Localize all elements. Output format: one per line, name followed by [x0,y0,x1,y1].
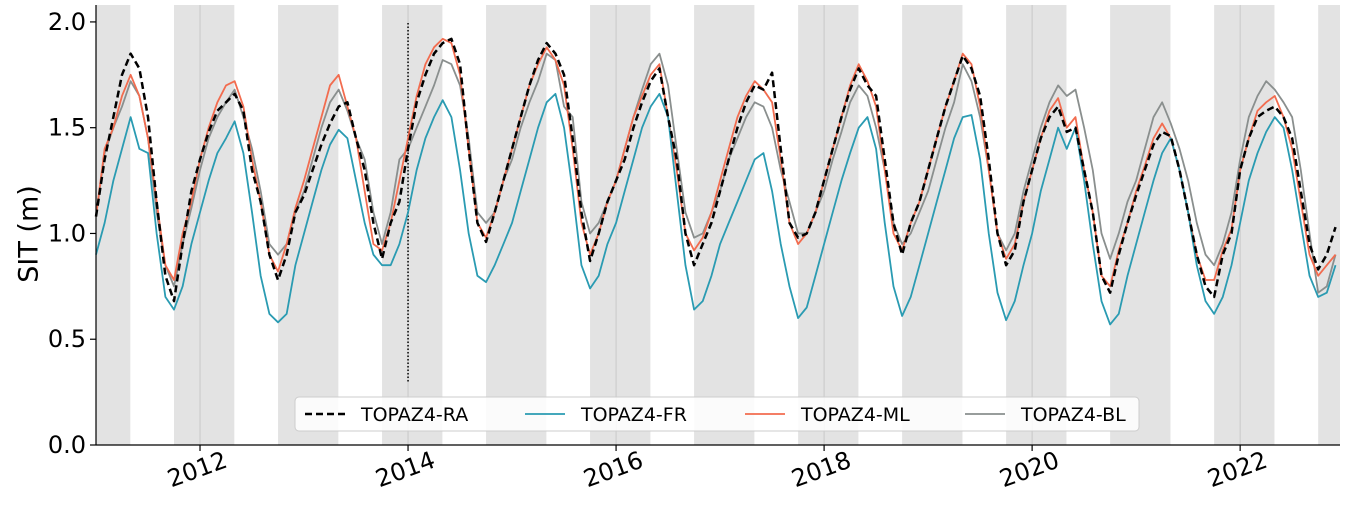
legend-box [294,396,1140,432]
y-tick-label: 0.0 [48,431,86,459]
shaded-period [590,5,651,445]
y-tick-label: 1.0 [48,219,86,247]
y-axis-label: SIT (m) [14,185,45,283]
shaded-period [278,5,339,445]
y-tick-label: 0.5 [48,325,86,353]
x-tick-label: 2022 [1204,446,1271,493]
y-tick-label: 1.5 [48,114,86,142]
legend-label: TOPAZ4-BL [1020,404,1126,426]
shaded-period [902,5,963,445]
legend-label: TOPAZ4-RA [360,404,468,426]
shaded-period [486,5,547,445]
shaded-period [174,5,235,445]
shaded-period [1318,5,1340,445]
x-tick-label: 2016 [580,446,647,493]
shaded-period [1214,5,1275,445]
x-tick-label: 2018 [788,446,855,493]
shaded-period [1006,5,1067,445]
shaded-period [1110,5,1171,445]
legend-label: TOPAZ4-ML [800,404,910,426]
x-tick-label: 2012 [164,446,231,493]
x-tick-label: 2014 [372,446,439,493]
shaded-period [694,5,755,445]
shaded-period [382,5,443,445]
shaded-period [96,5,131,445]
legend-label: TOPAZ4-FR [580,404,687,426]
shaded-period [798,5,859,445]
y-tick-label: 2.0 [48,8,86,36]
series-line [95,52,1337,294]
series-line [94,37,1337,303]
series-line [95,92,1337,326]
x-tick-label: 2020 [996,446,1063,493]
